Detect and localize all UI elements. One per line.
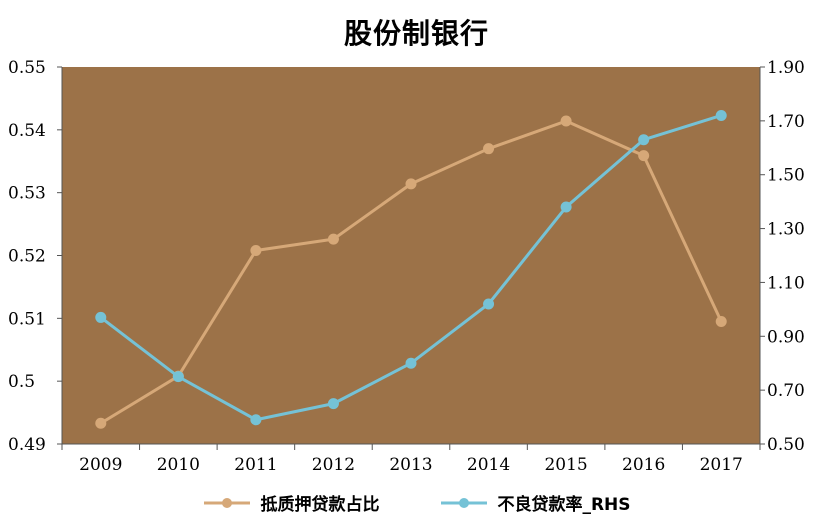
plot-area	[62, 67, 760, 444]
y-left-tick-label: 0.55	[8, 58, 46, 78]
series-2-point	[250, 414, 262, 426]
x-tick-label: 2009	[79, 455, 122, 475]
y-right-tick-label: 0.50	[767, 435, 805, 455]
y-right-tick-label: 0.70	[767, 381, 805, 401]
chart-title: 股份制银行	[343, 17, 489, 50]
y-left-tick-label: 0.5	[8, 372, 35, 392]
y-left-tick-label: 0.52	[8, 247, 46, 267]
series-1-point	[405, 178, 417, 190]
y-left-tick-label: 0.51	[8, 309, 46, 329]
y-right-tick-label: 1.10	[767, 273, 805, 293]
legend-label-series-2: 不良贷款率_RHS	[497, 495, 631, 515]
legend: 抵质押贷款占比 不良贷款率_RHS	[0, 490, 833, 515]
x-tick-label: 2010	[157, 455, 200, 475]
series-1-point	[715, 315, 727, 327]
series-2-point	[327, 398, 339, 410]
x-tick-label: 2013	[389, 455, 432, 475]
legend-swatch-series-2	[441, 497, 488, 508]
series-2-point	[405, 357, 417, 369]
y-right-tick-label: 1.30	[767, 220, 805, 240]
series-1-point	[250, 244, 262, 256]
legend-item-series-2: 不良贷款率_RHS	[439, 490, 631, 515]
series-1-point	[327, 233, 339, 245]
x-tick-label: 2014	[467, 455, 510, 475]
y-left-tick-label: 0.49	[8, 435, 46, 455]
x-tick-label: 2016	[622, 455, 665, 475]
series-1-point	[638, 150, 650, 162]
series-2-point	[172, 371, 184, 383]
y-right-tick-label: 1.50	[767, 166, 805, 186]
series-2-point	[715, 109, 727, 121]
series-1-point	[95, 417, 107, 429]
legend-swatch-series-1	[204, 497, 251, 508]
series-1-point	[483, 143, 495, 155]
series-2-point	[560, 201, 572, 213]
y-right-tick-label: 1.90	[767, 58, 805, 78]
series-1-point	[560, 115, 572, 127]
series-2-point	[638, 134, 650, 146]
series-2-point	[95, 311, 107, 323]
y-right-tick-label: 1.70	[767, 112, 805, 132]
y-left-tick-label: 0.54	[8, 121, 46, 141]
legend-label-series-1: 抵质押贷款占比	[260, 495, 380, 515]
series-2-point	[483, 298, 495, 310]
legend-item-series-1: 抵质押贷款占比	[202, 490, 379, 515]
y-right-tick-label: 0.90	[767, 327, 805, 347]
x-tick-label: 2015	[544, 455, 587, 475]
x-tick-label: 2012	[312, 455, 355, 475]
x-tick-label: 2011	[234, 455, 277, 475]
x-tick-label: 2017	[700, 455, 743, 475]
y-left-tick-label: 0.53	[8, 184, 46, 204]
